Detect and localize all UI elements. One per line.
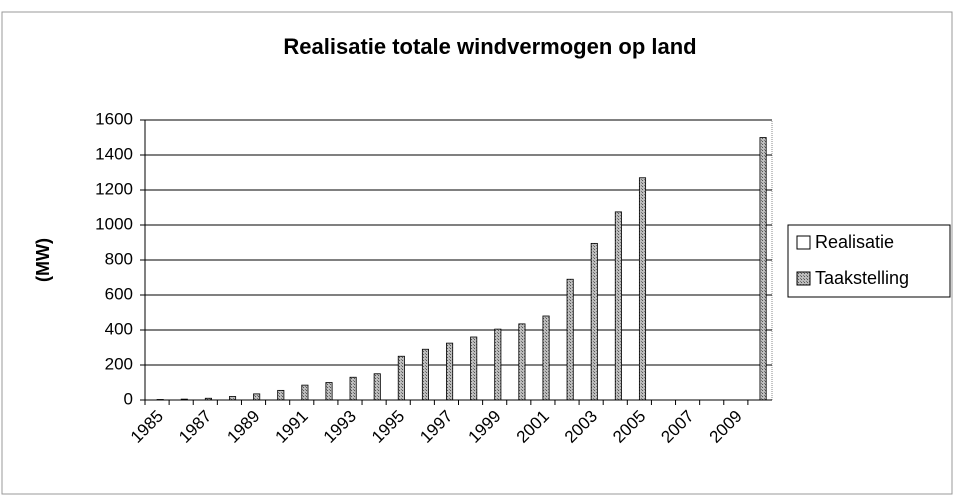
bar bbox=[759, 137, 767, 401]
bar bbox=[325, 382, 333, 401]
legend-label: Taakstelling bbox=[815, 268, 909, 288]
bar bbox=[277, 389, 285, 401]
legend-label: Realisatie bbox=[815, 232, 894, 252]
chart-title: Realisatie totale windvermogen op land bbox=[283, 34, 696, 59]
x-tick-label: 1989 bbox=[223, 407, 263, 447]
bar bbox=[566, 278, 574, 401]
bar bbox=[590, 242, 598, 401]
y-tick-label: 600 bbox=[105, 284, 133, 303]
y-tick-label: 1000 bbox=[95, 214, 133, 233]
bar bbox=[542, 315, 550, 401]
y-tick-label: 1400 bbox=[95, 144, 133, 163]
bar bbox=[253, 393, 261, 401]
x-tick-label: 2009 bbox=[706, 407, 746, 447]
bar bbox=[349, 376, 357, 401]
y-tick-label: 1600 bbox=[95, 109, 133, 128]
x-tick-label: 2003 bbox=[561, 407, 601, 447]
x-tick-label: 1995 bbox=[368, 407, 408, 447]
x-tick-label: 1991 bbox=[272, 407, 312, 447]
y-tick-label: 800 bbox=[105, 249, 133, 268]
bar bbox=[518, 323, 526, 401]
bar bbox=[421, 348, 429, 401]
bar bbox=[494, 328, 502, 401]
y-axis-label: (MW) bbox=[33, 238, 53, 282]
x-tick-label: 2001 bbox=[513, 407, 553, 447]
legend-swatch bbox=[796, 271, 811, 286]
legend-swatch bbox=[796, 235, 811, 250]
bar bbox=[614, 211, 622, 401]
x-tick-label: 1997 bbox=[416, 407, 456, 447]
y-tick-label: 200 bbox=[105, 354, 133, 373]
y-tick-label: 1200 bbox=[95, 179, 133, 198]
x-tick-label: 1999 bbox=[464, 407, 504, 447]
bar bbox=[397, 355, 405, 401]
bar bbox=[229, 396, 237, 401]
y-tick-label: 400 bbox=[105, 319, 133, 338]
x-tick-label: 2007 bbox=[657, 407, 697, 447]
legend-box bbox=[787, 224, 951, 298]
bar bbox=[301, 384, 309, 401]
bar bbox=[638, 177, 647, 401]
bar bbox=[446, 342, 454, 401]
x-tick-label: 2005 bbox=[609, 407, 649, 447]
x-tick-label: 1985 bbox=[127, 407, 167, 447]
bar bbox=[373, 373, 381, 401]
x-tick-label: 1987 bbox=[175, 407, 215, 447]
chart-frame bbox=[1, 11, 953, 495]
y-tick-label: 0 bbox=[124, 389, 133, 408]
bar bbox=[470, 336, 478, 401]
x-tick-label: 1993 bbox=[320, 407, 360, 447]
